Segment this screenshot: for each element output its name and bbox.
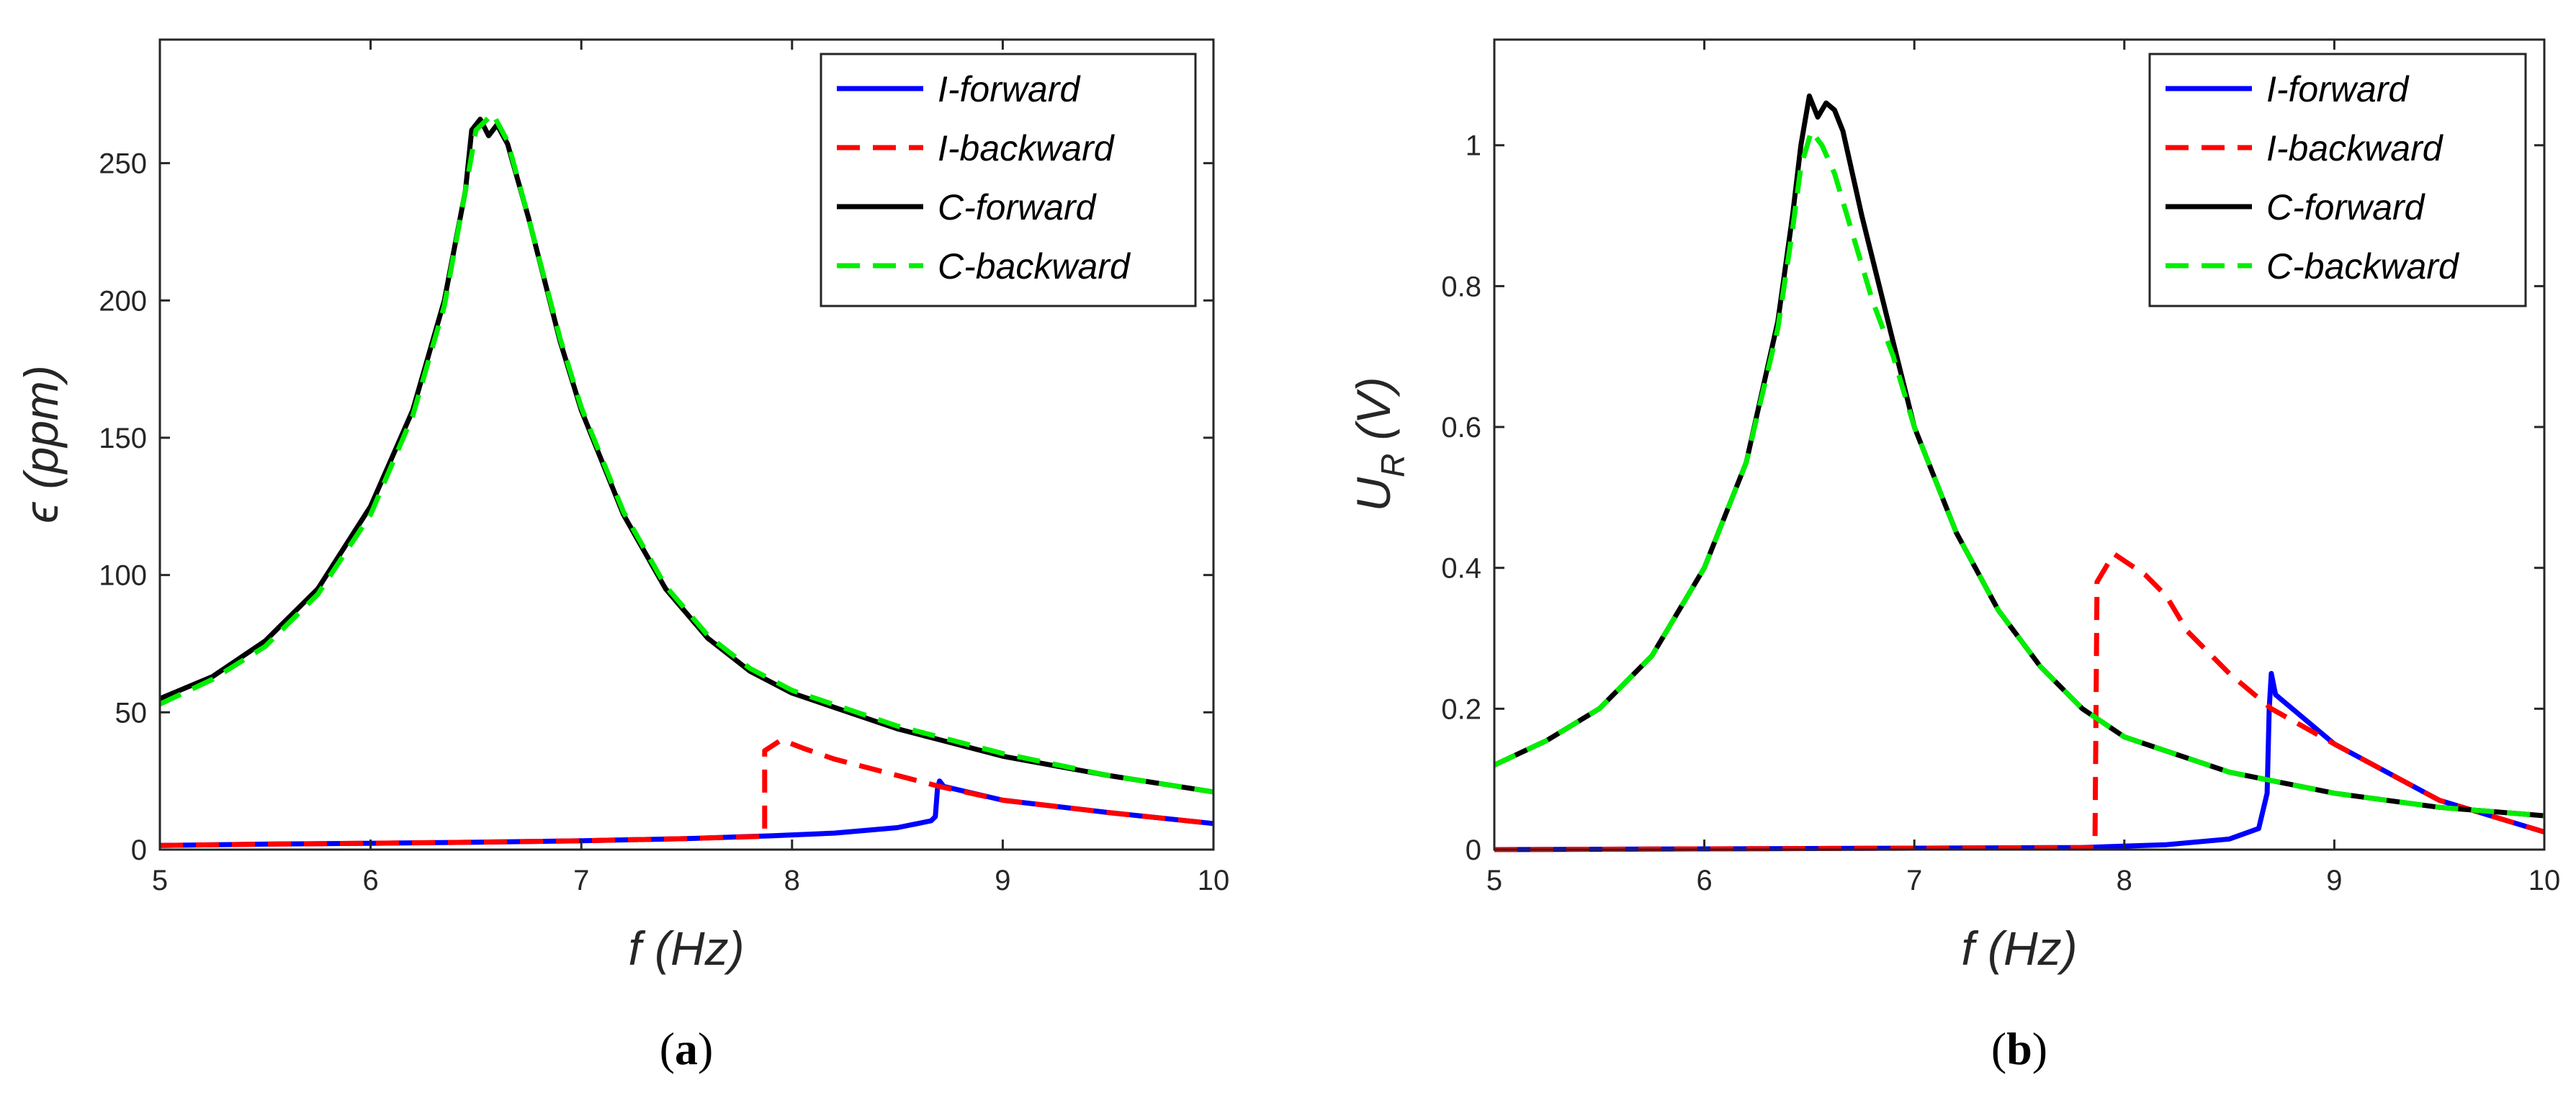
chart-b: 5 6 7 8 9 10 0 0.2 0.4 0.6 0.8 1 I-forward I-backwar… [1347, 38, 2560, 1074]
chart-a-y-tick-label: 250 [99, 148, 147, 180]
chart-b-x-tick-label: 6 [1696, 865, 1712, 896]
chart-a-y-tick-label: 100 [99, 560, 147, 592]
chart-a-series-c-forward [158, 117, 1214, 795]
chart-a-y-axis-label: ϵ (ppm) [14, 365, 68, 523]
chart-a-x-tick-label: 9 [995, 865, 1010, 896]
chart-b-panel-letter: b [2006, 1023, 2032, 1074]
chart-b-legend-label: C-backward [2266, 246, 2460, 287]
chart-b-axes-box [1493, 38, 2546, 851]
chart-b-y-axis-label: UR (V) [1347, 377, 1412, 511]
chart-b-y-tick-label: 0.4 [1441, 553, 1481, 585]
chart-a-series-layer [158, 111, 1214, 848]
chart-a-legend-label: C-backward [938, 246, 1131, 287]
chart-a-panel-letter: a [675, 1023, 698, 1074]
chart-a-legend: I-forward I-backward C-forward C-backward [820, 53, 1197, 307]
chart-b-series-i-backward [1494, 551, 2546, 852]
chart-a-x-tick-label: 8 [784, 865, 800, 896]
chart-b-x-tick-label: 7 [1906, 865, 1922, 896]
chart-a-y-tick-label: 150 [99, 423, 147, 454]
chart-b-legend-label: I-backward [2266, 128, 2444, 168]
chart-b-series-layer [1493, 93, 2546, 852]
chart-b-y-axis-label-unit: (V) [1347, 377, 1400, 453]
chart-b-series-c-backward [1493, 128, 2545, 819]
chart-a-series-c-backward [158, 111, 1214, 795]
chart-b-y-tick-label: 0.8 [1441, 271, 1481, 302]
chart-a-y-tick-label: 50 [115, 697, 148, 729]
chart-b-y-tick-label: 0.6 [1441, 412, 1481, 444]
chart-b-panel-label: (b) [1991, 1023, 2047, 1074]
chart-a-series-i-forward [159, 778, 1214, 848]
chart-a-series-i-backward [159, 737, 1214, 848]
chart-a-x-tick-label: 5 [152, 865, 168, 896]
chart-b-ticks-layer: 5 6 7 8 9 10 0 0.2 0.4 0.6 0.8 1 [1441, 40, 2560, 896]
chart-b-y-tick-label: 0.2 [1441, 693, 1481, 725]
chart-a-y-tick-label: 0 [131, 834, 147, 866]
chart-a-x-axis-label: f (Hz) [628, 922, 744, 975]
chart-a-panel-label: (a) [660, 1023, 714, 1074]
chart-a-x-tick-label: 7 [573, 865, 589, 896]
chart-a-x-tick-label: 6 [362, 865, 378, 896]
chart-b-legend-label: C-forward [2266, 187, 2426, 228]
chart-a-legend-label: C-forward [938, 187, 1098, 228]
chart-a-legend-label: I-backward [938, 128, 1116, 168]
chart-b-x-tick-label: 10 [2528, 865, 2561, 896]
chart-a-y-tick-label: 200 [99, 285, 147, 317]
chart-b-y-axis-label-sub: R [1374, 454, 1412, 477]
chart-a-axes-box [158, 38, 1215, 851]
chart-b-y-tick-label: 1 [1466, 130, 1481, 162]
chart-b-series-c-forward [1493, 93, 2545, 819]
chart-b-x-tick-label: 8 [2117, 865, 2132, 896]
chart-b-x-tick-label: 9 [2326, 865, 2342, 896]
chart-a-legend-label: I-forward [938, 69, 1081, 109]
chart-b-legend: I-forward I-backward C-forward C-backward [2148, 53, 2527, 307]
chart-b-y-tick-label: 0 [1466, 834, 1481, 866]
chart-b-legend-label: I-forward [2266, 69, 2410, 109]
chart-b-x-axis-label: f (Hz) [1961, 922, 2077, 975]
chart-b-x-tick-label: 5 [1486, 865, 1502, 896]
chart-b-y-axis-label-main: U [1347, 477, 1400, 512]
chart-a-x-tick-label: 10 [1198, 865, 1230, 896]
